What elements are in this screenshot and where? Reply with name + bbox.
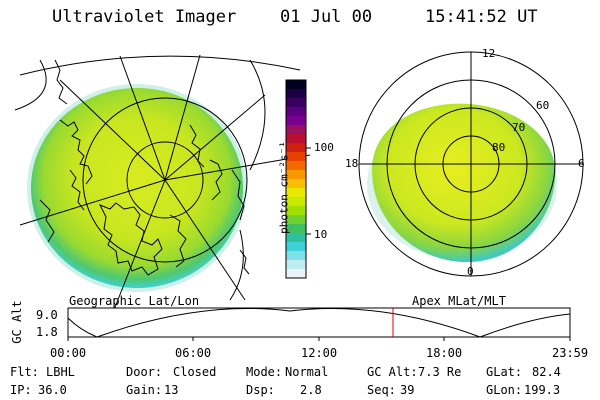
colorbar-band	[286, 125, 306, 135]
status-ip-label: IP:	[10, 383, 32, 397]
mlt-label-12: 12	[482, 47, 496, 60]
time-tick-1200: 12:00	[301, 346, 338, 360]
colorbar-band	[286, 152, 306, 162]
colorbar-band	[286, 161, 306, 171]
status-gcalt-label: GC Alt:	[367, 365, 418, 379]
status-door-value: Closed	[173, 365, 217, 379]
colorbar-band	[286, 251, 306, 261]
colorbar-band	[286, 143, 306, 153]
altitude-plot	[67, 307, 571, 341]
status-glon-value: 199.3	[524, 383, 561, 397]
status-gain-value: 13	[164, 383, 179, 397]
lat-label-80: 80	[492, 141, 506, 154]
colorbar-band	[286, 134, 306, 144]
status-mode-value: Normal	[285, 365, 329, 379]
colorbar-band	[286, 89, 306, 99]
geographic-caption: Geographic Lat/Lon	[69, 294, 200, 308]
colorbar-band	[286, 170, 306, 180]
colorbar-band	[286, 269, 306, 279]
time-label: 15:41:52 UT	[425, 7, 538, 27]
colorbar-band	[286, 260, 306, 270]
colorbar-tick-10: 10	[314, 228, 328, 241]
status-mode-label: Mode:	[246, 365, 283, 379]
mlt-label-6: 6	[578, 157, 585, 170]
time-tick-0600: 06:00	[175, 346, 212, 360]
colorbar-band	[286, 233, 306, 243]
altitude-y-tick-max: 9.0	[36, 308, 58, 322]
status-glat-value: 82.4	[532, 365, 561, 379]
lat-label-60: 60	[536, 99, 550, 112]
colorbar-band	[286, 80, 306, 90]
lat-label-70: 70	[512, 121, 526, 134]
mlt-label-0: 0	[467, 265, 474, 278]
colorbar-band	[286, 116, 306, 126]
colorbar	[285, 79, 311, 279]
mlt-label-18: 18	[345, 157, 359, 170]
status-glat-label: GLat:	[486, 365, 523, 379]
magnetic-polar-plot	[358, 51, 584, 277]
colorbar-band	[286, 98, 306, 108]
colorbar-tick-100: 100	[314, 141, 334, 154]
status-door-label: Door:	[126, 365, 163, 379]
instrument-title: Ultraviolet Imager	[52, 7, 237, 27]
colorbar-band	[286, 206, 306, 216]
status-filter-label: Flt:	[10, 365, 39, 379]
colorbar-band	[286, 215, 306, 225]
status-seq-label: Seq:	[367, 383, 396, 397]
colorbar-band	[286, 242, 306, 252]
altitude-y-tick-min: 1.8	[36, 325, 58, 339]
status-filter-value: LBHL	[46, 365, 75, 379]
status-ip-value: 36.0	[38, 383, 67, 397]
geographic-image-panel	[14, 54, 311, 321]
status-gain-label: Gain:	[126, 383, 163, 397]
colorbar-band	[286, 179, 306, 189]
colorbar-band	[286, 224, 306, 234]
time-tick-2359: 23:59	[552, 346, 589, 360]
colorbar-unit-label: photon cm⁻²s⁻¹	[277, 141, 291, 234]
date-label: 01 Jul 00	[280, 7, 373, 27]
time-tick-0000: 00:00	[50, 346, 87, 360]
colorbar-band	[286, 197, 306, 207]
altitude-axis-title: GC Alt	[10, 300, 24, 344]
colorbar-band	[286, 188, 306, 198]
colorbar-band	[286, 107, 306, 117]
magnetic-caption: Apex MLat/MLT	[412, 294, 506, 308]
status-dsp-value: 2.8	[300, 383, 322, 397]
status-gcalt-value: 7.3 Re	[418, 365, 462, 379]
time-tick-1800: 18:00	[426, 346, 463, 360]
status-seq-value: 39	[400, 383, 415, 397]
status-dsp-label: Dsp:	[246, 383, 275, 397]
status-glon-label: GLon:	[486, 383, 523, 397]
